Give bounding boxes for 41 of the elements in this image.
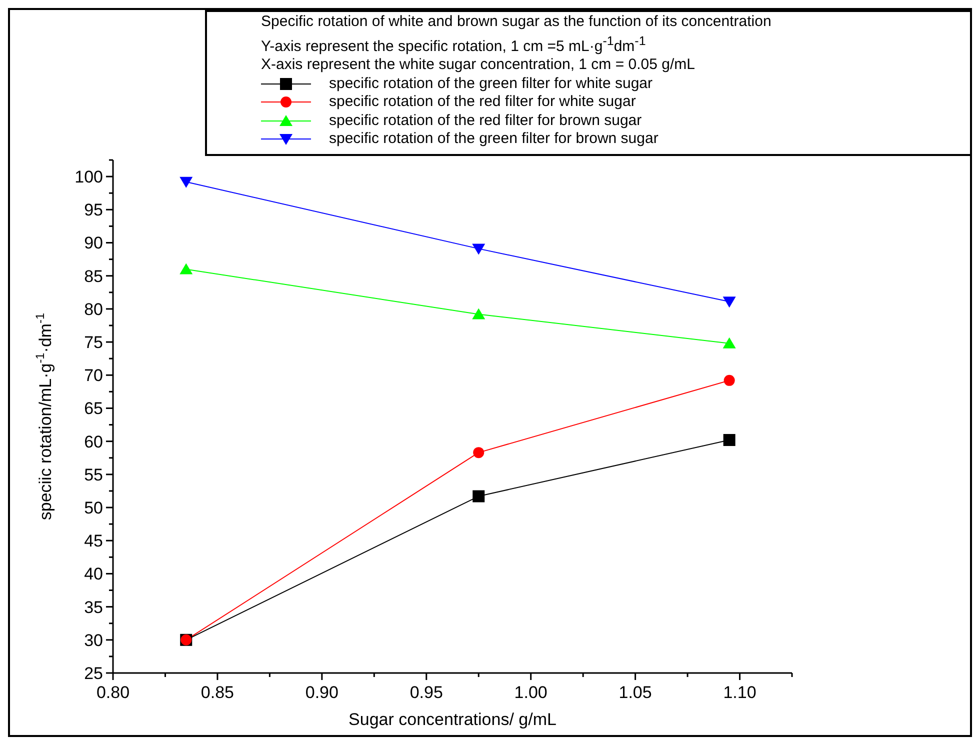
y-tick-label: 70 <box>84 366 103 386</box>
point <box>180 176 193 188</box>
x-tick-label: 1.05 <box>618 683 652 702</box>
x-tick-label: 0.85 <box>200 683 234 702</box>
x-tick-label: 0.80 <box>96 683 130 702</box>
y-tick-label: 95 <box>84 200 103 220</box>
point <box>180 263 193 274</box>
y-tick-label: 100 <box>74 168 103 187</box>
point <box>722 337 736 348</box>
y-tick-label: 85 <box>84 266 103 286</box>
x-tick-label: 1.10 <box>723 683 756 702</box>
legend-label: specific rotation of the green filter for brown sugar <box>329 130 658 148</box>
text: X-axis represent the white sugar concentration, 1 cm = 0.05 g/mL <box>261 56 696 74</box>
point <box>472 308 486 320</box>
point <box>722 296 736 308</box>
point <box>472 244 486 255</box>
y-tick-label: 90 <box>84 234 103 253</box>
y-tick-label: 35 <box>84 598 103 617</box>
legend-label: specific rotation of the red filter for brown sugar <box>329 112 642 130</box>
text: Y-axis represent the specific rotation, 1 cm =5 mL·g$^{-1}$dm$^{-1}$ <box>261 32 647 56</box>
y-tick-label: 30 <box>84 630 103 650</box>
y-tick-label: 55 <box>84 465 103 484</box>
y-tick-label: 40 <box>84 564 103 584</box>
x-axis-title: Sugar concentrations/ g/mL <box>348 710 556 729</box>
y-tick-label: 80 <box>84 300 103 319</box>
y-tick-label: 45 <box>84 532 103 551</box>
point <box>724 374 735 386</box>
y-tick-label: 25 <box>84 664 103 683</box>
y-tick-label: 60 <box>84 432 103 452</box>
point <box>472 490 485 502</box>
x-tick-label: 0.90 <box>305 683 338 702</box>
legend-label: specific rotation of the red filter for white sugar <box>329 93 636 112</box>
point <box>473 447 484 458</box>
x-tick-label: 1.00 <box>514 683 548 702</box>
x-tick-label: 0.95 <box>410 683 443 702</box>
legend-label: specific rotation of the green filter for white sugar <box>329 74 652 93</box>
chart-title: Specific rotation of white and brown sugar as the function of its concentration <box>261 13 772 32</box>
y-tick-label: 75 <box>84 333 103 352</box>
point <box>723 434 736 446</box>
y-tick-label: 65 <box>84 399 103 418</box>
y-tick-label: 50 <box>84 498 103 518</box>
